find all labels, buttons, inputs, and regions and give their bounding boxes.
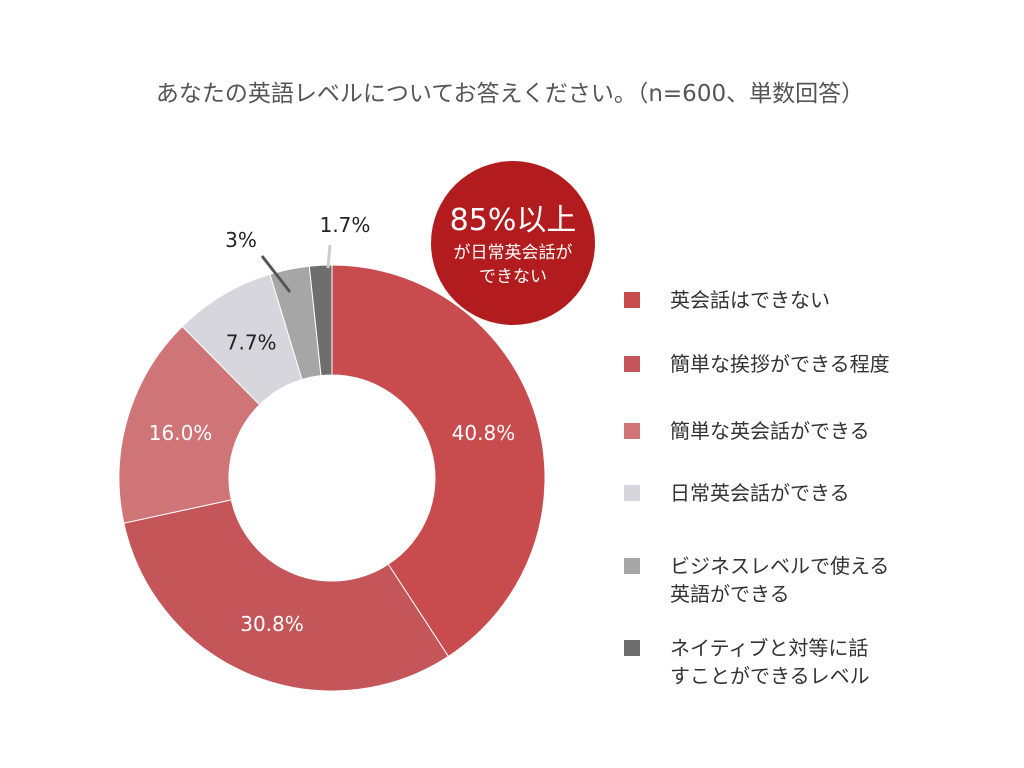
- slice-labels: 40.8% 30.8% 16.0% 7.7% 3% 1.7%: [149, 213, 515, 636]
- legend-swatch-5: [624, 558, 640, 574]
- donut-slice-3: [118, 325, 261, 524]
- legend-swatch-6: [624, 640, 640, 656]
- slice-label-4: 7.7%: [226, 330, 277, 354]
- leader-lines: [260, 244, 332, 293]
- legend-label-1-line-1: 英会話はできない: [670, 288, 830, 312]
- legend-label-6-line-2: すことができるレベル: [670, 664, 870, 688]
- legend-swatch-3: [624, 423, 640, 439]
- legend-label-4-line-1: 日常英会話ができる: [670, 481, 850, 505]
- slice-label-6: 1.7%: [320, 213, 371, 237]
- legend-swatch-1: [624, 292, 640, 308]
- legend: 英会話はできない簡単な挨拶ができる程度簡単な英会話ができる日常英会話ができるビジ…: [624, 288, 890, 688]
- donut-slice-1: [331, 264, 546, 658]
- callout-line-1: が日常英会話が: [454, 243, 573, 263]
- donut-slices: [118, 264, 546, 692]
- slice-label-5: 3%: [225, 228, 257, 252]
- donut-slice-6: [308, 264, 333, 377]
- chart-title: あなたの英語レベルについてお答えください。（n=600、単数回答）: [156, 81, 864, 107]
- legend-label-2-line-1: 簡単な挨拶ができる程度: [670, 352, 890, 376]
- slice-label-2: 30.8%: [240, 612, 304, 636]
- leader-line-6: [326, 244, 332, 269]
- leader-line-5: [260, 255, 292, 293]
- callout-line-2: できない: [479, 267, 547, 287]
- callout-bubble: 85%以上 が日常英会話が できない: [431, 161, 595, 325]
- slice-label-3: 16.0%: [149, 421, 213, 445]
- callout-circle: [431, 161, 595, 325]
- legend-label-6-line-1: ネイティブと対等に話: [670, 636, 868, 660]
- donut-slice-2: [123, 499, 450, 692]
- callout-headline: 85%以上: [450, 203, 577, 238]
- legend-label-5-line-2: 英語ができる: [670, 582, 790, 606]
- legend-label-3-line-1: 簡単な英会話ができる: [670, 419, 870, 443]
- legend-label-5-line-1: ビジネスレベルで使える: [670, 554, 889, 578]
- slice-label-1: 40.8%: [452, 421, 516, 445]
- legend-swatch-2: [624, 356, 640, 372]
- legend-swatch-4: [624, 485, 640, 501]
